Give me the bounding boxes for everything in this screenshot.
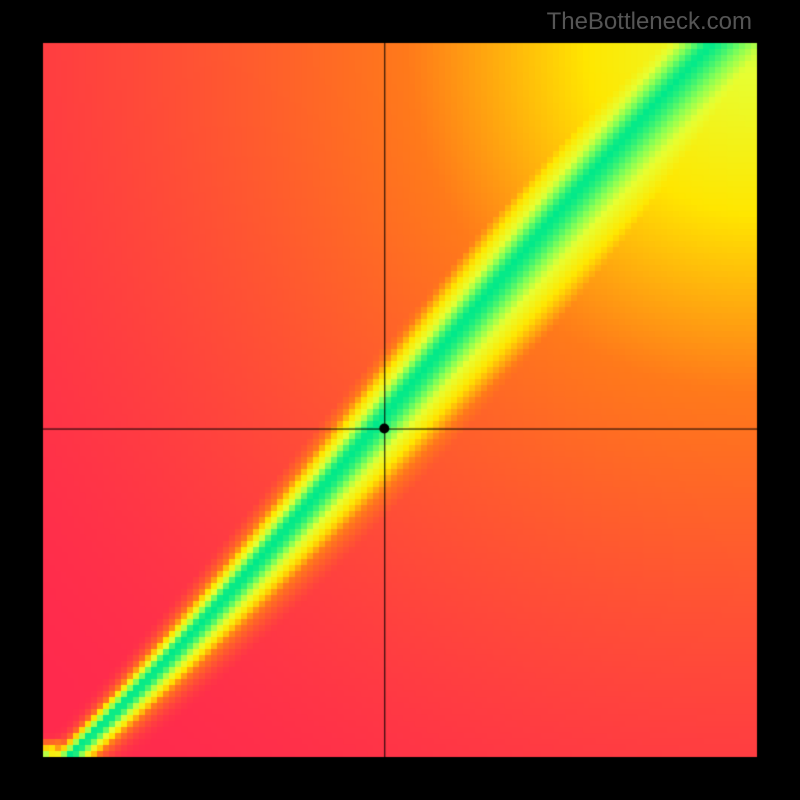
chart-container: { "canvas": { "width": 800, "height": 80… [0,0,800,800]
heatmap-canvas [0,0,800,800]
watermark-text: TheBottleneck.com [547,8,752,36]
